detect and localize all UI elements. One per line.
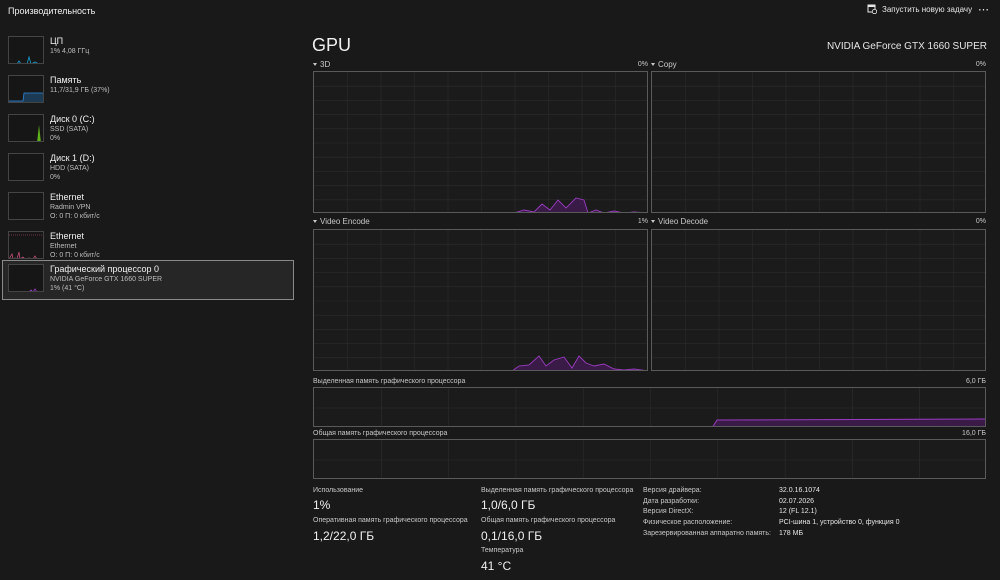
sidebar-item-gpu-0[interactable]: Графический процессор 0 NVIDIA GeForce G… [2,260,294,300]
graph-video-encode [313,229,648,371]
run-new-task-button[interactable]: Запустить новую задачу [867,4,973,15]
usage-label: Использование [313,487,364,494]
chevron-down-icon [651,63,655,67]
shared-memory-graph-label: Общая память графического процессора [313,430,448,437]
sidebar-item-cpu[interactable]: ЦП 1% 4,08 ГГц [2,32,294,72]
sidebar-item-detail: SSD (SATA) [50,126,89,133]
chevron-down-icon [313,63,317,67]
sidebar-item-name: ЦП [50,36,64,46]
graph-video-encode-label: Video Encode [320,217,370,226]
sidebar-item-detail: 1% 4,08 ГГц [50,48,90,55]
dedicated-memory-value: 1,0/6,0 ГБ [481,498,536,512]
graph-video-decode-selector[interactable]: Video Decode [651,217,708,226]
sidebar-item-status: 1% (41 °C) [50,285,85,292]
gpu-ram-value: 1,2/22,0 ГБ [313,529,375,543]
graph-copy-value: 0% [975,61,986,68]
dedicated-memory-graph-max: 6,0 ГБ [965,378,986,385]
graph-video-decode-label: Video Decode [658,217,709,226]
temperature-label: Температура [481,547,524,554]
hardware-reserved-memory-label: Зарезервированная аппаратно память: [643,530,771,537]
graph-copy [651,71,986,213]
physical-location-value: PCI-шина 1, устройство 0, функция 0 [779,519,900,526]
graph-video-decode-value: 0% [975,218,986,225]
graph-copy-label: Copy [658,60,677,69]
shared-memory-label: Общая память графического процессора [481,517,616,524]
driver-date-value: 02.07.2026 [779,498,815,505]
sidebar-item-disk-1[interactable]: Диск 1 (D:) HDD (SATA) 0% [2,149,294,189]
sidebar-item-detail: Ethernet [50,243,77,250]
directx-version-label: Версия DirectX: [643,508,694,515]
graph-video-encode-value: 1% [637,218,648,225]
graph-3d [313,71,648,213]
driver-version-label: Версия драйвера: [643,487,702,494]
sidebar-item-name: Ethernet [50,231,85,241]
ethernet-radmin-thumbnail-graph [8,192,44,220]
disk-1-thumbnail-graph [8,153,44,181]
memory-thumbnail-graph [8,75,44,103]
cpu-thumbnail-graph [8,36,44,64]
sidebar-item-ethernet-radmin[interactable]: Ethernet Radmin VPN О: 0 П: 0 кбит/с [2,188,294,228]
dedicated-memory-graph-label: Выделенная память графического процессор… [313,378,466,385]
shared-memory-graph-max: 16,0 ГБ [962,430,986,437]
graph-3d-value: 0% [637,61,648,68]
sidebar-item-name: Диск 0 (C:) [50,114,95,124]
gpu-model-name: NVIDIA GeForce GTX 1660 SUPER [826,41,987,52]
sidebar-item-status: 0% [50,174,61,181]
sidebar-item-disk-0[interactable]: Диск 0 (C:) SSD (SATA) 0% [2,110,294,150]
sidebar-item-ethernet[interactable]: Ethernet Ethernet О: 0 П: 0 кбит/с [2,227,294,267]
physical-location-label: Физическое расположение: [643,519,733,526]
gpu-heading: GPU [312,35,352,55]
disk-0-thumbnail-graph [8,114,44,142]
driver-version-value: 32.0.16.1074 [779,487,820,494]
sidebar-item-detail: NVIDIA GeForce GTX 1660 SUPER [50,276,163,283]
sidebar-item-detail: HDD (SATA) [50,165,90,172]
graph-video-encode-selector[interactable]: Video Encode [313,217,370,226]
sidebar-item-name: Ethernet [50,192,85,202]
gpu-ram-label: Оперативная память графического процессо… [313,517,468,524]
graph-copy-selector[interactable]: Copy [651,60,677,69]
sidebar-item-status: О: 0 П: 0 кбит/с [50,252,100,259]
sidebar-item-name: Память [50,75,82,85]
sidebar-item-detail: Radmin VPN [50,204,91,211]
run-new-task-label: Запустить новую задачу [882,4,973,14]
chevron-down-icon [313,220,317,224]
graph-dedicated-memory [313,387,986,427]
dedicated-memory-label: Выделенная память графического процессор… [481,487,634,494]
sidebar-item-name: Графический процессор 0 [50,264,160,274]
sidebar-item-status: 0% [50,135,61,142]
chevron-down-icon [651,220,655,224]
sidebar: ЦП 1% 4,08 ГГц Память 11,7/31,9 ГБ (37%)… [0,28,300,580]
hardware-reserved-memory-value: 178 МБ [779,530,804,537]
more-options-button[interactable]: ⋯ [978,4,990,16]
ethernet-thumbnail-graph [8,231,44,259]
graph-3d-label: 3D [320,60,331,69]
temperature-value: 41 °C [481,559,512,573]
graph-shared-memory [313,439,986,479]
gpu-thumbnail-graph [8,264,44,292]
sidebar-item-detail: 11,7/31,9 ГБ (37%) [50,87,110,94]
usage-value: 1% [313,498,331,512]
graph-video-decode [651,229,986,371]
run-task-icon [867,4,878,15]
page-title: Производительность [8,6,96,16]
title-bar: Производительность Запустить новую задач… [0,0,1000,24]
sidebar-item-name: Диск 1 (D:) [50,153,95,163]
graph-3d-selector[interactable]: 3D [313,60,330,69]
directx-version-value: 12 (FL 12.1) [779,508,817,515]
shared-memory-value: 0,1/16,0 ГБ [481,529,543,543]
driver-date-label: Дата разработки: [643,498,700,505]
sidebar-item-status: О: 0 П: 0 кбит/с [50,213,100,220]
sidebar-item-memory[interactable]: Память 11,7/31,9 ГБ (37%) [2,71,294,111]
